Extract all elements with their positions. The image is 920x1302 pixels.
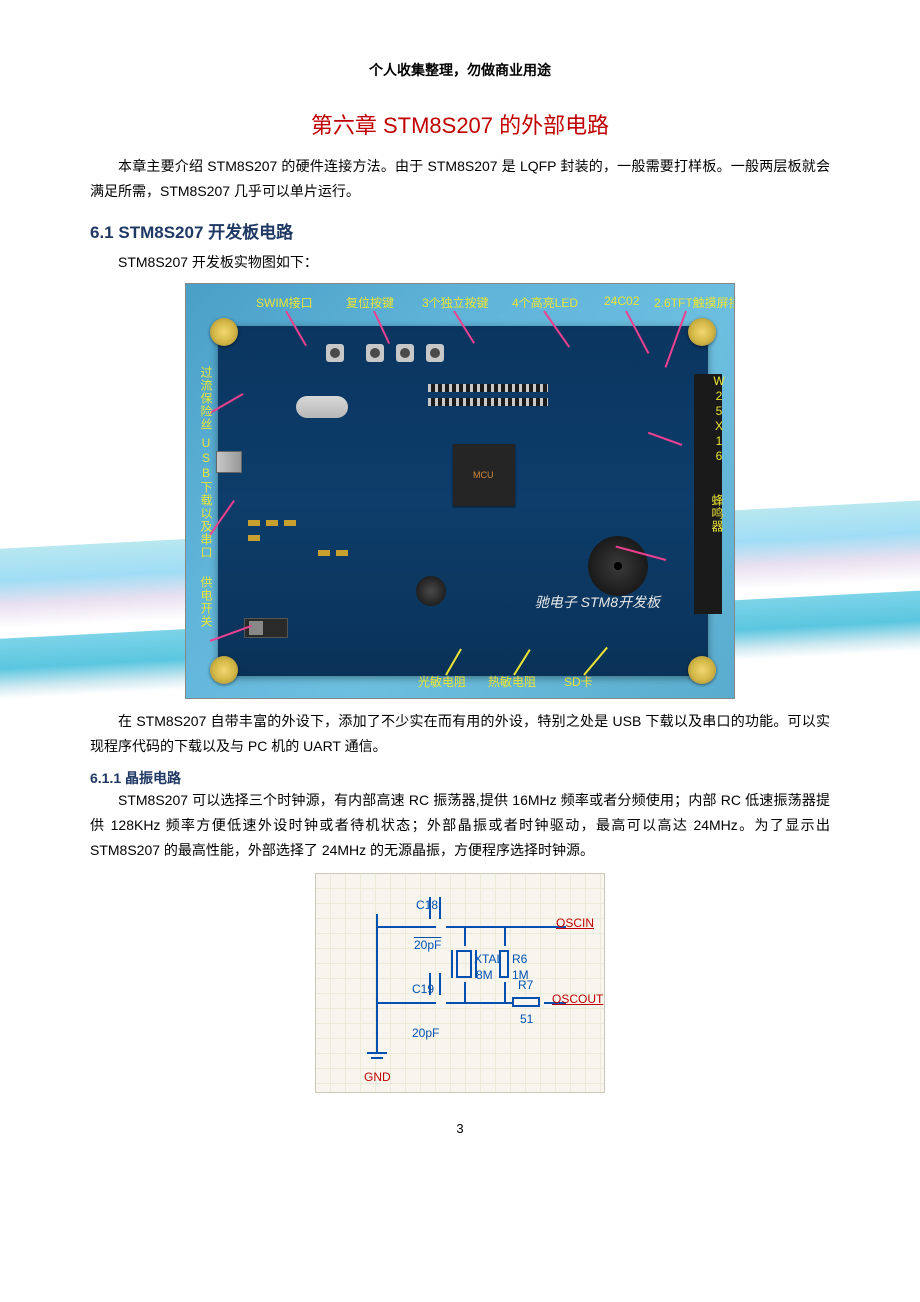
r7-label: R7 xyxy=(518,978,533,992)
pcb-board: 驰电子 STM8开发板 xyxy=(218,326,708,676)
label-4led: 4个高亮LED xyxy=(512,294,578,311)
subsection-6-1-1: 6.1.1 晶振电路 xyxy=(90,768,830,788)
r6-label: R6 xyxy=(512,952,527,966)
label-buzzer: 蜂鸣器 xyxy=(709,494,726,533)
label-tft: 2.6TFT触摸屏接 xyxy=(654,294,735,311)
dev-board-photo: 驰电子 STM8开发板 SWIM接口 复位按键 3个独立按键 4个高亮LED 2… xyxy=(185,283,735,699)
r7-val: 51 xyxy=(520,1012,533,1026)
label-ldr: 光敏电阻 xyxy=(418,673,466,690)
label-usb: USB下载以及串口 xyxy=(198,436,215,559)
label-sd: SD卡 xyxy=(564,673,593,690)
page-content: 个人收集整理，勿做商业用途 第六章 STM8S207 的外部电路 本章主要介绍 … xyxy=(0,0,920,1176)
crystal-schematic: C18 20pF C19 20pF XTAL 8M R6 1M R7 51 OS… xyxy=(315,873,605,1093)
capacitor-component xyxy=(416,576,446,606)
xtal-val: 8M xyxy=(476,968,493,982)
section-6-1-intro: STM8S207 开发板实物图如下： xyxy=(90,251,830,275)
c19-val: 20pF xyxy=(412,1026,439,1040)
section-6-1-title: 6.1 STM8S207 开发板电路 xyxy=(90,218,830,243)
c19-label: C19 xyxy=(412,982,434,996)
label-3buttons: 3个独立按键 xyxy=(422,294,489,311)
after-photo-para: 在 STM8S207 自带丰富的外设下，添加了不少实在而有用的外设，特别之处是 … xyxy=(90,709,830,759)
label-power: 供电开关 xyxy=(198,576,215,628)
mcu-chip xyxy=(453,444,515,506)
board-brand-text: 驰电子 STM8开发板 xyxy=(535,592,660,612)
oscin-label: OSCIN xyxy=(556,916,594,930)
label-w25x16: W25X16 xyxy=(712,374,726,464)
label-ntc: 热敏电阻 xyxy=(488,673,536,690)
c18-label: C18 xyxy=(416,898,438,912)
header-note: 个人收集整理，勿做商业用途 xyxy=(90,60,830,80)
label-fuse: 过流保险丝 xyxy=(198,366,215,431)
usb-port xyxy=(216,451,242,473)
intro-paragraph: 本章主要介绍 STM8S207 的硬件连接方法。由于 STM8S207 是 LQ… xyxy=(90,154,830,204)
oscout-label: OSCOUT xyxy=(552,992,603,1006)
crystal-component xyxy=(296,396,348,418)
label-reset: 复位按键 xyxy=(346,294,394,311)
chapter-title: 第六章 STM8S207 的外部电路 xyxy=(90,108,830,140)
gnd-label: GND xyxy=(364,1070,391,1084)
page-number: 3 xyxy=(90,1121,830,1136)
label-24c02: 24C02 xyxy=(604,294,639,308)
subsection-6-1-1-para: STM8S207 可以选择三个时钟源，有内部高速 RC 振荡器,提供 16MHz… xyxy=(90,788,830,864)
power-switch xyxy=(244,618,288,638)
c18-val: 20pF xyxy=(414,938,441,952)
label-swim: SWIM接口 xyxy=(256,294,313,311)
